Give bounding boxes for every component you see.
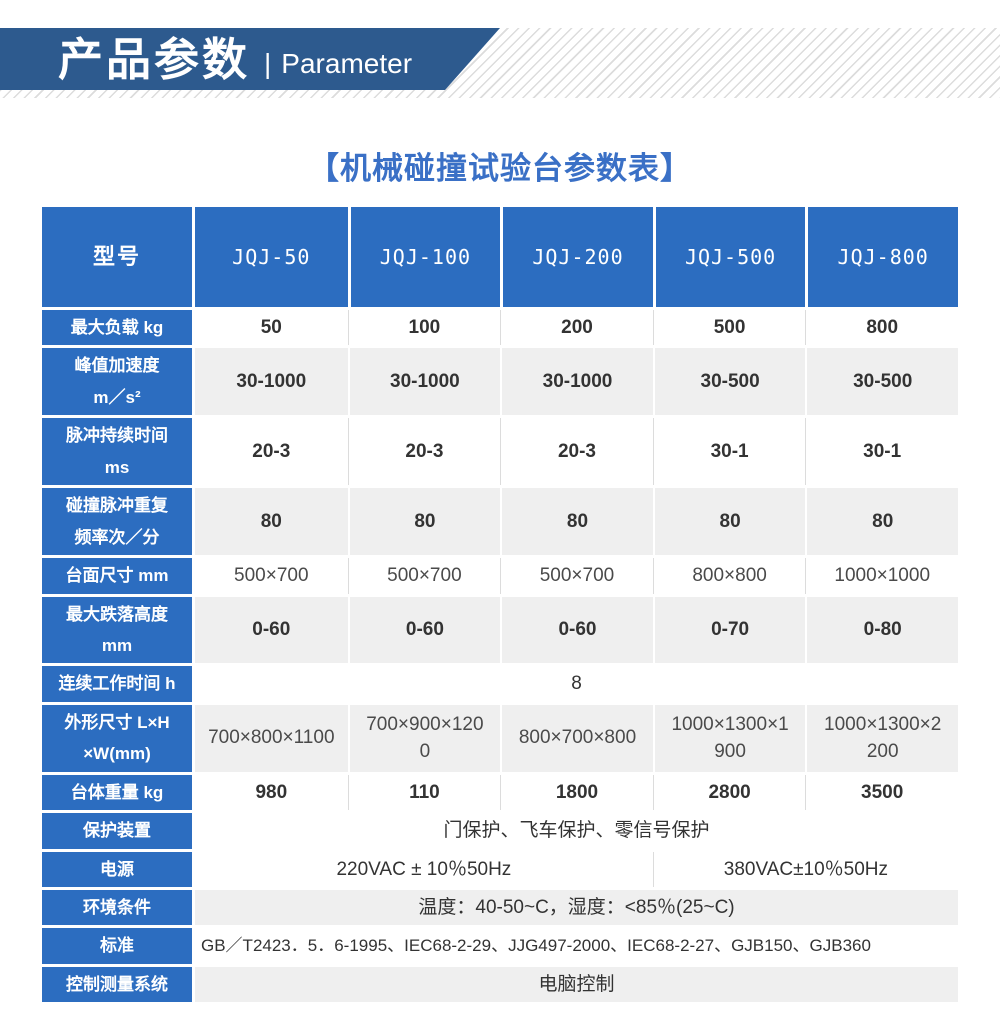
table-cell: 电脑控制 [195, 966, 958, 1003]
table-cell: 200 [500, 310, 653, 346]
row-label: 碰撞脉冲重复 频率次／分 [42, 488, 195, 556]
table-cell: GB／T2423．5．6-1995、IEC68-2-29、JJG497-2000… [195, 928, 958, 964]
table-cell: 500 [652, 310, 806, 346]
row-label: 台体重量 kg [42, 774, 195, 811]
table-row: 控制测量系统 电脑控制 [42, 966, 958, 1003]
table-cell: 2800 [652, 774, 806, 811]
table-cell: 8 [195, 666, 958, 702]
model-header-cell: JQJ-800 [805, 207, 958, 307]
table-cell: 30-1 [652, 418, 806, 486]
table-row: 脉冲持续时间 ms 20-3 20-3 20-3 30-1 30-1 [42, 418, 958, 486]
table-cell: 80 [652, 488, 806, 556]
table-cell: 220VAC ± 10％50Hz [195, 851, 653, 887]
table-row: 标准 GB／T2423．5．6-1995、IEC68-2-29、JJG497-20… [42, 928, 958, 964]
table-row: 最大负载 kg 50 100 200 500 800 [42, 310, 958, 346]
table-cell: 80 [195, 488, 348, 556]
table-row: 最大跌落高度 mm 0-60 0-60 0-60 0-70 0-80 [42, 596, 958, 664]
table-cell: 20-3 [500, 418, 653, 486]
table-cell: 500×700 [347, 558, 501, 594]
table-row: 环境条件 温度：40-50~C，湿度：<85％(25~C) [42, 890, 958, 926]
row-label: 最大跌落高度 mm [42, 596, 195, 664]
table-cell: 110 [347, 774, 501, 811]
table-cell: 30-500 [652, 348, 806, 416]
table-row: 外形尺寸 L×H ×W(mm) 700×800×1100 700×900×1200 8… [42, 704, 958, 772]
table-row: 台面尺寸 mm 500×700 500×700 500×700 800×800 1000×… [42, 558, 958, 594]
banner-divider: | [264, 48, 272, 79]
row-label: 外形尺寸 L×H ×W(mm) [42, 704, 195, 772]
table-cell: 50 [195, 310, 348, 346]
table-cell: 30-1000 [500, 348, 653, 416]
table-row: 碰撞脉冲重复 频率次／分 80 80 80 80 80 [42, 488, 958, 556]
table-cell: 30-1 [805, 418, 958, 486]
parameters-table: 型号 JQJ-50 JQJ-100 JQJ-200 JQJ-500 JQJ-800 最大负载… [42, 207, 958, 1005]
table-cell: 700×800×1100 [195, 704, 348, 772]
table-cell: 800 [805, 310, 958, 346]
table-cell: 100 [347, 310, 501, 346]
table-row: 峰值加速度 m／s² 30-1000 30-1000 30-1000 30-500 30-… [42, 348, 958, 416]
table-row: 保护装置 门保护、飞车保护、零信号保护 [42, 813, 958, 849]
table-cell: 980 [195, 774, 348, 811]
table-cell: 1000×1000 [805, 558, 958, 594]
table-cell: 0-80 [805, 596, 958, 664]
banner-title-en: Parameter [281, 48, 413, 79]
row-label: 最大负载 kg [42, 310, 195, 346]
table-cell: 1800 [500, 774, 653, 811]
table-cell: 20-3 [195, 418, 348, 486]
table-row: 台体重量 kg 980 110 1800 2800 3500 [42, 774, 958, 811]
table-cell: 温度：40-50~C，湿度：<85％(25~C) [195, 890, 958, 926]
model-header-cell: JQJ-100 [347, 207, 501, 307]
row-label: 保护装置 [42, 813, 195, 849]
table-cell: 0-60 [195, 596, 348, 664]
header-banner: 产品参数 | Parameter [0, 28, 500, 90]
table-cell: 0-70 [652, 596, 806, 664]
row-label: 控制测量系统 [42, 966, 195, 1003]
row-label: 峰值加速度 m／s² [42, 348, 195, 416]
row-label: 台面尺寸 mm [42, 558, 195, 594]
page-title: 【机械碰撞试验台参数表】 [308, 151, 692, 186]
banner-title-cn: 产品参数 [58, 33, 251, 85]
table-cell: 20-3 [347, 418, 501, 486]
table-cell: 门保护、飞车保护、零信号保护 [195, 813, 958, 849]
table-cell: 1000×1300×1900 [652, 704, 806, 772]
table-cell: 30-500 [805, 348, 958, 416]
table-header-row: 型号 JQJ-50 JQJ-100 JQJ-200 JQJ-500 JQJ-800 [42, 207, 958, 307]
row-label: 环境条件 [42, 890, 195, 926]
table-row: 电源 220VAC ± 10％50Hz 380VAC±10％50Hz [42, 851, 958, 887]
row-label: 连续工作时间 h [42, 666, 195, 702]
table-cell: 700×900×1200 [347, 704, 501, 772]
table-cell: 30-1000 [195, 348, 348, 416]
table-cell: 500×700 [500, 558, 653, 594]
table-cell: 800×700×800 [500, 704, 653, 772]
table-cell: 80 [805, 488, 958, 556]
table-cell: 30-1000 [347, 348, 501, 416]
table-cell: 3500 [805, 774, 958, 811]
row-label: 脉冲持续时间 ms [42, 418, 195, 486]
table-cell: 800×800 [652, 558, 806, 594]
row-label: 电源 [42, 851, 195, 887]
table-cell: 80 [347, 488, 501, 556]
table-cell: 0-60 [500, 596, 653, 664]
model-header-cell: JQJ-50 [195, 207, 348, 307]
model-column-label: 型号 [42, 207, 195, 307]
row-label: 标准 [42, 928, 195, 964]
table-cell: 1000×1300×2200 [805, 704, 958, 772]
model-header-cell: JQJ-200 [500, 207, 653, 307]
table-cell: 0-60 [347, 596, 501, 664]
table-cell: 380VAC±10％50Hz [652, 851, 958, 887]
model-header-cell: JQJ-500 [652, 207, 806, 307]
table-cell: 500×700 [195, 558, 348, 594]
table-cell: 80 [500, 488, 653, 556]
